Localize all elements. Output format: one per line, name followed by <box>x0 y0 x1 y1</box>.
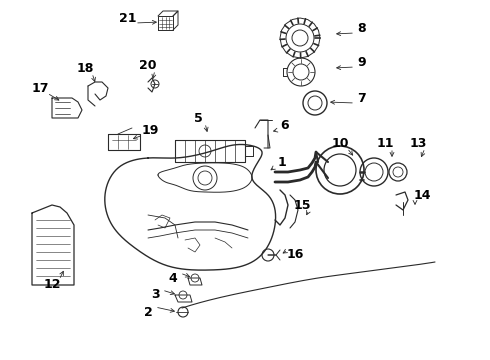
Text: 10: 10 <box>331 136 349 149</box>
Text: 20: 20 <box>139 59 157 72</box>
Text: 4: 4 <box>169 271 177 284</box>
Text: 12: 12 <box>43 279 61 292</box>
Text: 18: 18 <box>76 62 94 75</box>
Text: 14: 14 <box>413 189 431 202</box>
Text: 17: 17 <box>31 81 49 95</box>
Text: 11: 11 <box>376 136 394 149</box>
Text: 2: 2 <box>144 306 152 319</box>
Text: 16: 16 <box>286 248 304 261</box>
Text: 15: 15 <box>293 198 311 212</box>
Text: 8: 8 <box>358 22 367 35</box>
Text: 9: 9 <box>358 55 367 68</box>
Text: 1: 1 <box>278 156 286 168</box>
Text: 6: 6 <box>281 118 289 131</box>
Text: 19: 19 <box>141 123 159 136</box>
Text: 7: 7 <box>358 91 367 104</box>
Text: 3: 3 <box>151 288 159 302</box>
Text: 21: 21 <box>119 12 137 24</box>
Text: 5: 5 <box>194 112 202 125</box>
Text: 13: 13 <box>409 136 427 149</box>
